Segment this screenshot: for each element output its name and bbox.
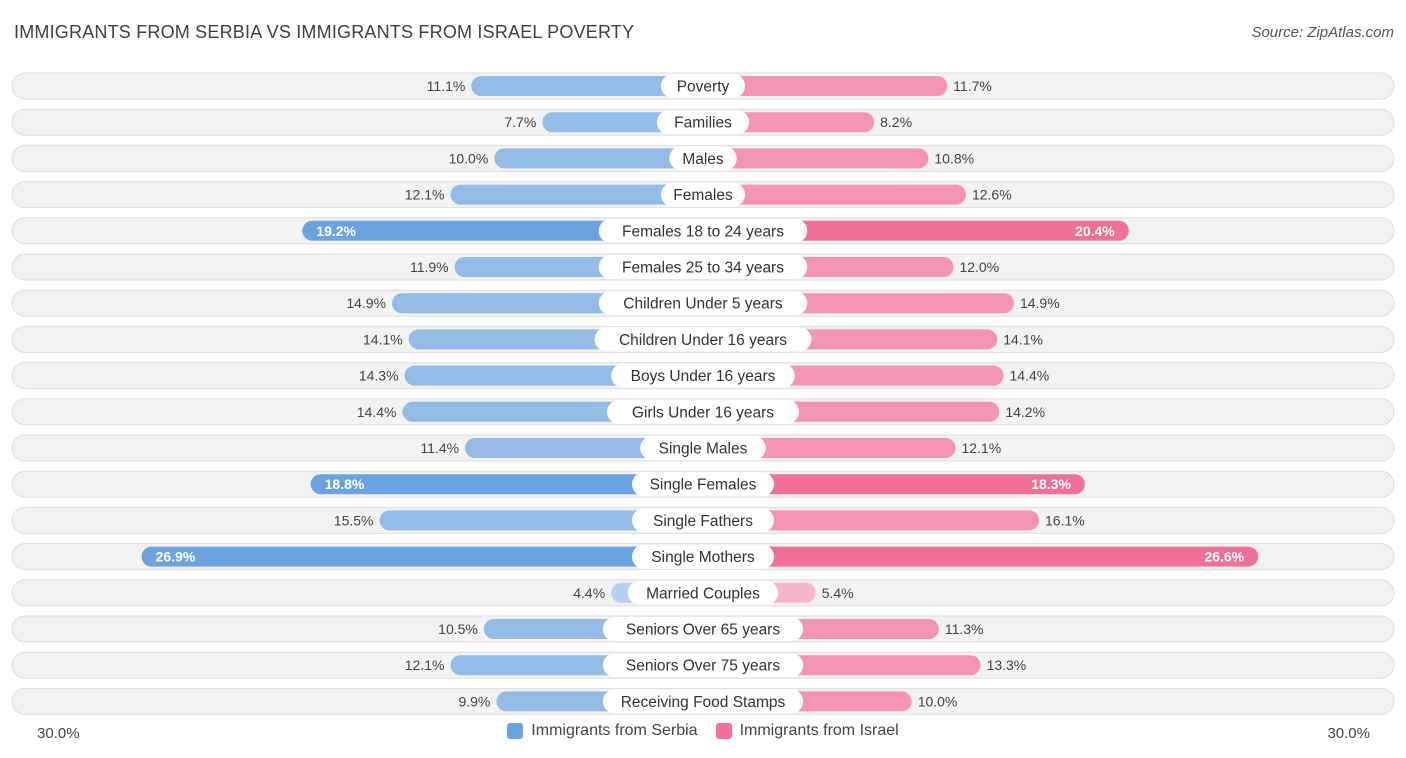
bar-israel: [703, 220, 1129, 241]
bar-serbia: [379, 510, 703, 531]
category-label: Poverty: [677, 79, 730, 96]
category-label: Single Males: [659, 441, 748, 458]
bar-israel: [703, 148, 929, 169]
category-label: Families: [674, 115, 732, 132]
value-label-serbia: 10.0%: [449, 150, 489, 166]
value-label-serbia: 15.5%: [334, 512, 374, 528]
value-label-israel: 13.3%: [987, 657, 1027, 673]
bar-israel: [703, 438, 956, 458]
category-label: Females: [673, 187, 733, 204]
value-label-serbia: 4.4%: [573, 585, 605, 601]
value-label-serbia: 11.9%: [410, 259, 449, 275]
category-label: Children Under 16 years: [619, 332, 787, 349]
value-label-serbia: 14.3%: [359, 368, 399, 384]
legend-swatch-serbia: [507, 723, 524, 739]
chart-title: IMMIGRANTS FROM SERBIA VS IMMIGRANTS FRO…: [14, 22, 635, 42]
bar-israel: [703, 510, 1040, 531]
category-label: Males: [682, 151, 724, 168]
value-label-israel: 10.0%: [918, 693, 958, 709]
value-label-serbia: 19.2%: [316, 223, 356, 239]
bar-serbia: [141, 546, 704, 567]
category-label: Single Fathers: [653, 513, 753, 530]
category-pill: [598, 218, 808, 243]
value-label-serbia: 9.9%: [458, 693, 490, 709]
bar-israel: [703, 546, 1259, 567]
category-pill: [598, 255, 808, 279]
legend-item-israel[interactable]: Immigrants from Israel: [715, 722, 899, 740]
category-label: Single Mothers: [651, 549, 755, 566]
bar-israel: [703, 474, 1085, 495]
category-label: Seniors Over 65 years: [626, 622, 780, 639]
value-label-israel: 12.0%: [959, 259, 999, 275]
bar-serbia: [310, 474, 703, 495]
value-label-israel: 14.9%: [1020, 295, 1060, 311]
value-label-serbia: 14.4%: [357, 404, 397, 420]
bar-serbia: [494, 148, 703, 169]
category-pill: [607, 399, 799, 424]
value-label-serbia: 7.7%: [504, 114, 536, 130]
category-pill: [660, 74, 746, 98]
category-pill: [631, 544, 775, 569]
bar-serbia: [471, 76, 703, 96]
value-label-israel: 12.1%: [962, 440, 1002, 456]
source-credit: Source: ZipAtlas.com: [1251, 24, 1394, 41]
value-label-serbia: 14.9%: [346, 295, 386, 311]
category-label: Girls Under 16 years: [632, 404, 774, 421]
value-label-serbia: 12.1%: [405, 187, 445, 203]
category-pill: [602, 653, 804, 678]
category-label: Females 25 to 34 years: [622, 260, 784, 277]
category-pill: [631, 508, 775, 533]
bar-israel: [703, 76, 948, 96]
category-pill: [669, 146, 737, 171]
category-label: Married Couples: [646, 585, 760, 602]
value-label-serbia: 11.1%: [427, 78, 466, 94]
category-pill: [631, 472, 775, 497]
value-label-israel: 14.1%: [1003, 331, 1043, 347]
value-label-israel: 16.1%: [1045, 512, 1085, 528]
legend: Immigrants from Serbia Immigrants from I…: [0, 722, 1406, 740]
value-label-israel: 12.6%: [972, 187, 1012, 203]
value-label-israel: 26.6%: [1204, 549, 1244, 565]
value-label-serbia: 10.5%: [438, 621, 478, 637]
category-pill: [640, 436, 766, 460]
legend-label-israel: Immigrants from Israel: [739, 722, 899, 739]
value-label-israel: 5.4%: [822, 585, 854, 601]
value-label-israel: 10.8%: [934, 150, 974, 166]
value-label-serbia: 11.4%: [420, 440, 459, 456]
bar-israel: [703, 184, 966, 205]
category-label: Children Under 5 years: [623, 296, 783, 313]
value-label-israel: 20.4%: [1075, 223, 1115, 239]
value-label-serbia: 12.1%: [405, 657, 445, 673]
value-label-serbia: 18.8%: [325, 476, 365, 492]
category-pill: [656, 110, 750, 135]
value-label-israel: 8.2%: [880, 114, 912, 130]
value-label-israel: 14.4%: [1010, 368, 1050, 384]
value-label-serbia: 14.1%: [363, 331, 403, 347]
category-label: Boys Under 16 years: [631, 368, 776, 385]
category-label: Single Females: [650, 477, 757, 494]
axis-label-right: 30.0%: [1327, 725, 1370, 742]
category-pill: [602, 689, 804, 714]
category-label: Receiving Food Stamps: [621, 694, 786, 711]
category-pill: [627, 580, 779, 605]
legend-label-serbia: Immigrants from Serbia: [531, 722, 698, 739]
value-label-serbia: 26.9%: [156, 549, 196, 565]
category-pill: [611, 363, 795, 388]
value-label-israel: 18.3%: [1031, 476, 1071, 492]
legend-swatch-israel: [715, 723, 732, 739]
axis-label-left: 30.0%: [37, 725, 80, 742]
value-label-israel: 11.7%: [953, 78, 992, 94]
category-pill: [602, 617, 804, 641]
category-label: Females 18 to 24 years: [622, 223, 784, 240]
category-label: Seniors Over 75 years: [626, 658, 780, 675]
legend-item-serbia[interactable]: Immigrants from Serbia: [507, 722, 698, 740]
value-label-israel: 11.3%: [945, 621, 984, 637]
value-label-israel: 14.2%: [1005, 404, 1045, 420]
category-pill: [594, 327, 812, 352]
category-pill: [660, 182, 746, 207]
category-pill: [598, 291, 808, 316]
bar-serbia: [450, 184, 703, 205]
